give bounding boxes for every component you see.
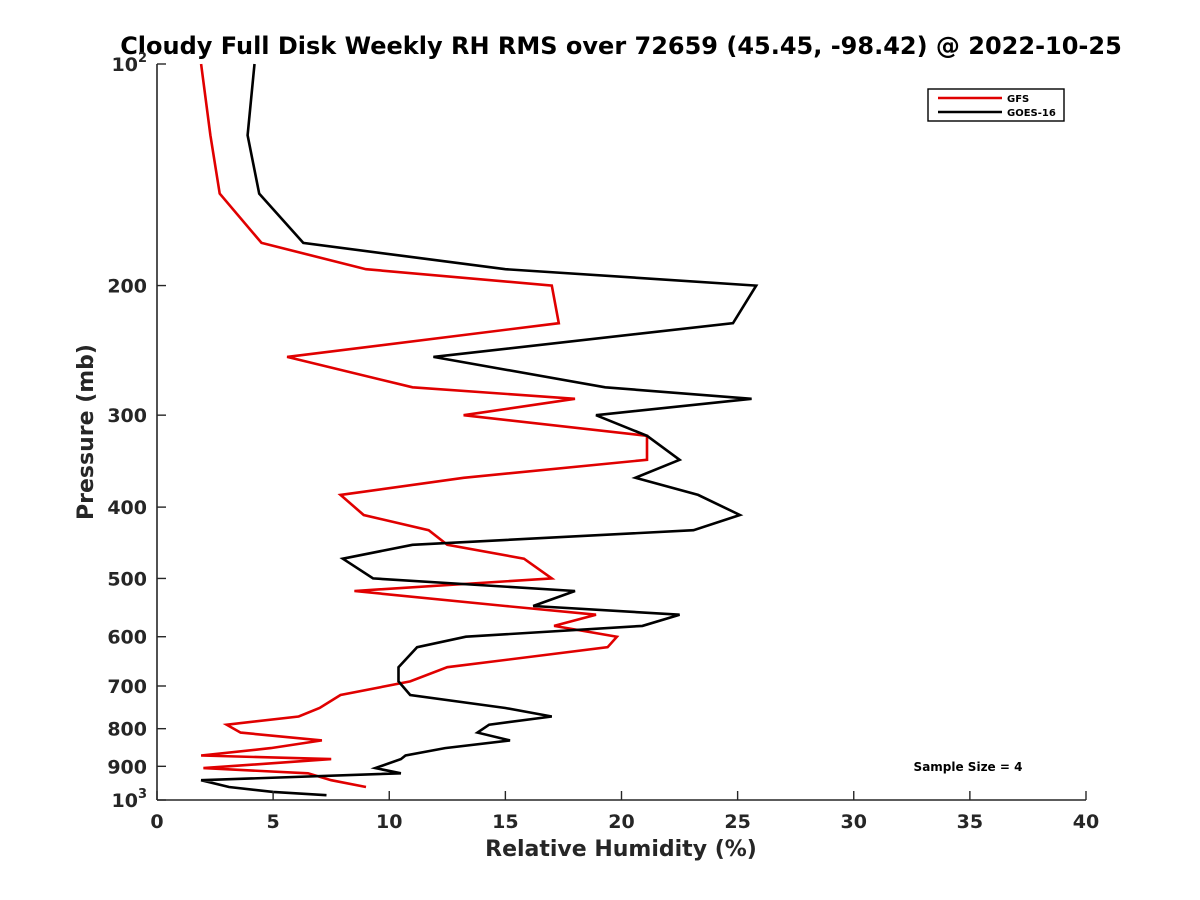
series-line-gfs (199, 63, 649, 789)
sample-size-annotation: Sample Size = 4 (914, 760, 1023, 774)
y-tick-label: 700 (107, 676, 147, 698)
x-tick-label: 20 (608, 811, 634, 833)
x-axis-label: Relative Humidity (%) (485, 837, 757, 862)
x-tick-label: 5 (267, 811, 280, 833)
x-tick-label: 15 (492, 811, 518, 833)
x-tick-label: 40 (1073, 811, 1099, 833)
y-tick-label: 200 (107, 276, 147, 298)
legend-box (927, 88, 1065, 122)
legend: GFS GOES-16 (927, 88, 1065, 122)
x-tick-label: 10 (376, 811, 402, 833)
y-axis-label: Pressure (mb) (74, 344, 99, 520)
legend-entry-label: GFS (1007, 94, 1029, 105)
x-tick-label: 25 (724, 811, 750, 833)
y-axis-ticks: 102 200 300 400 500 600 700 800 900 103 (107, 51, 166, 812)
y-tick-label: 400 (107, 497, 147, 519)
series-line-goes-16 (200, 63, 759, 797)
y-tick-label: 800 (107, 719, 147, 741)
y-tick-label: 103 (112, 787, 148, 812)
x-tick-label: 30 (841, 811, 867, 833)
series-layer (199, 63, 759, 797)
y-tick-label: 600 (107, 627, 147, 649)
x-tick-label: 35 (957, 811, 983, 833)
y-tick-label: 900 (107, 756, 147, 778)
y-tick-label: 102 (112, 51, 148, 76)
y-tick-label: 500 (107, 568, 147, 590)
x-tick-label: 0 (150, 811, 163, 833)
x-axis-ticks: 0 5 10 15 20 25 30 35 40 (150, 791, 1099, 833)
plot-area: 0 5 10 15 20 25 30 35 40 102 200 300 400 500 600 700 80… (107, 51, 1099, 833)
y-tick-label: 300 (107, 405, 147, 427)
legend-entry-label: GOES-16 (1007, 108, 1056, 119)
chart-title: Cloudy Full Disk Weekly RH RMS over 7265… (120, 32, 1122, 60)
